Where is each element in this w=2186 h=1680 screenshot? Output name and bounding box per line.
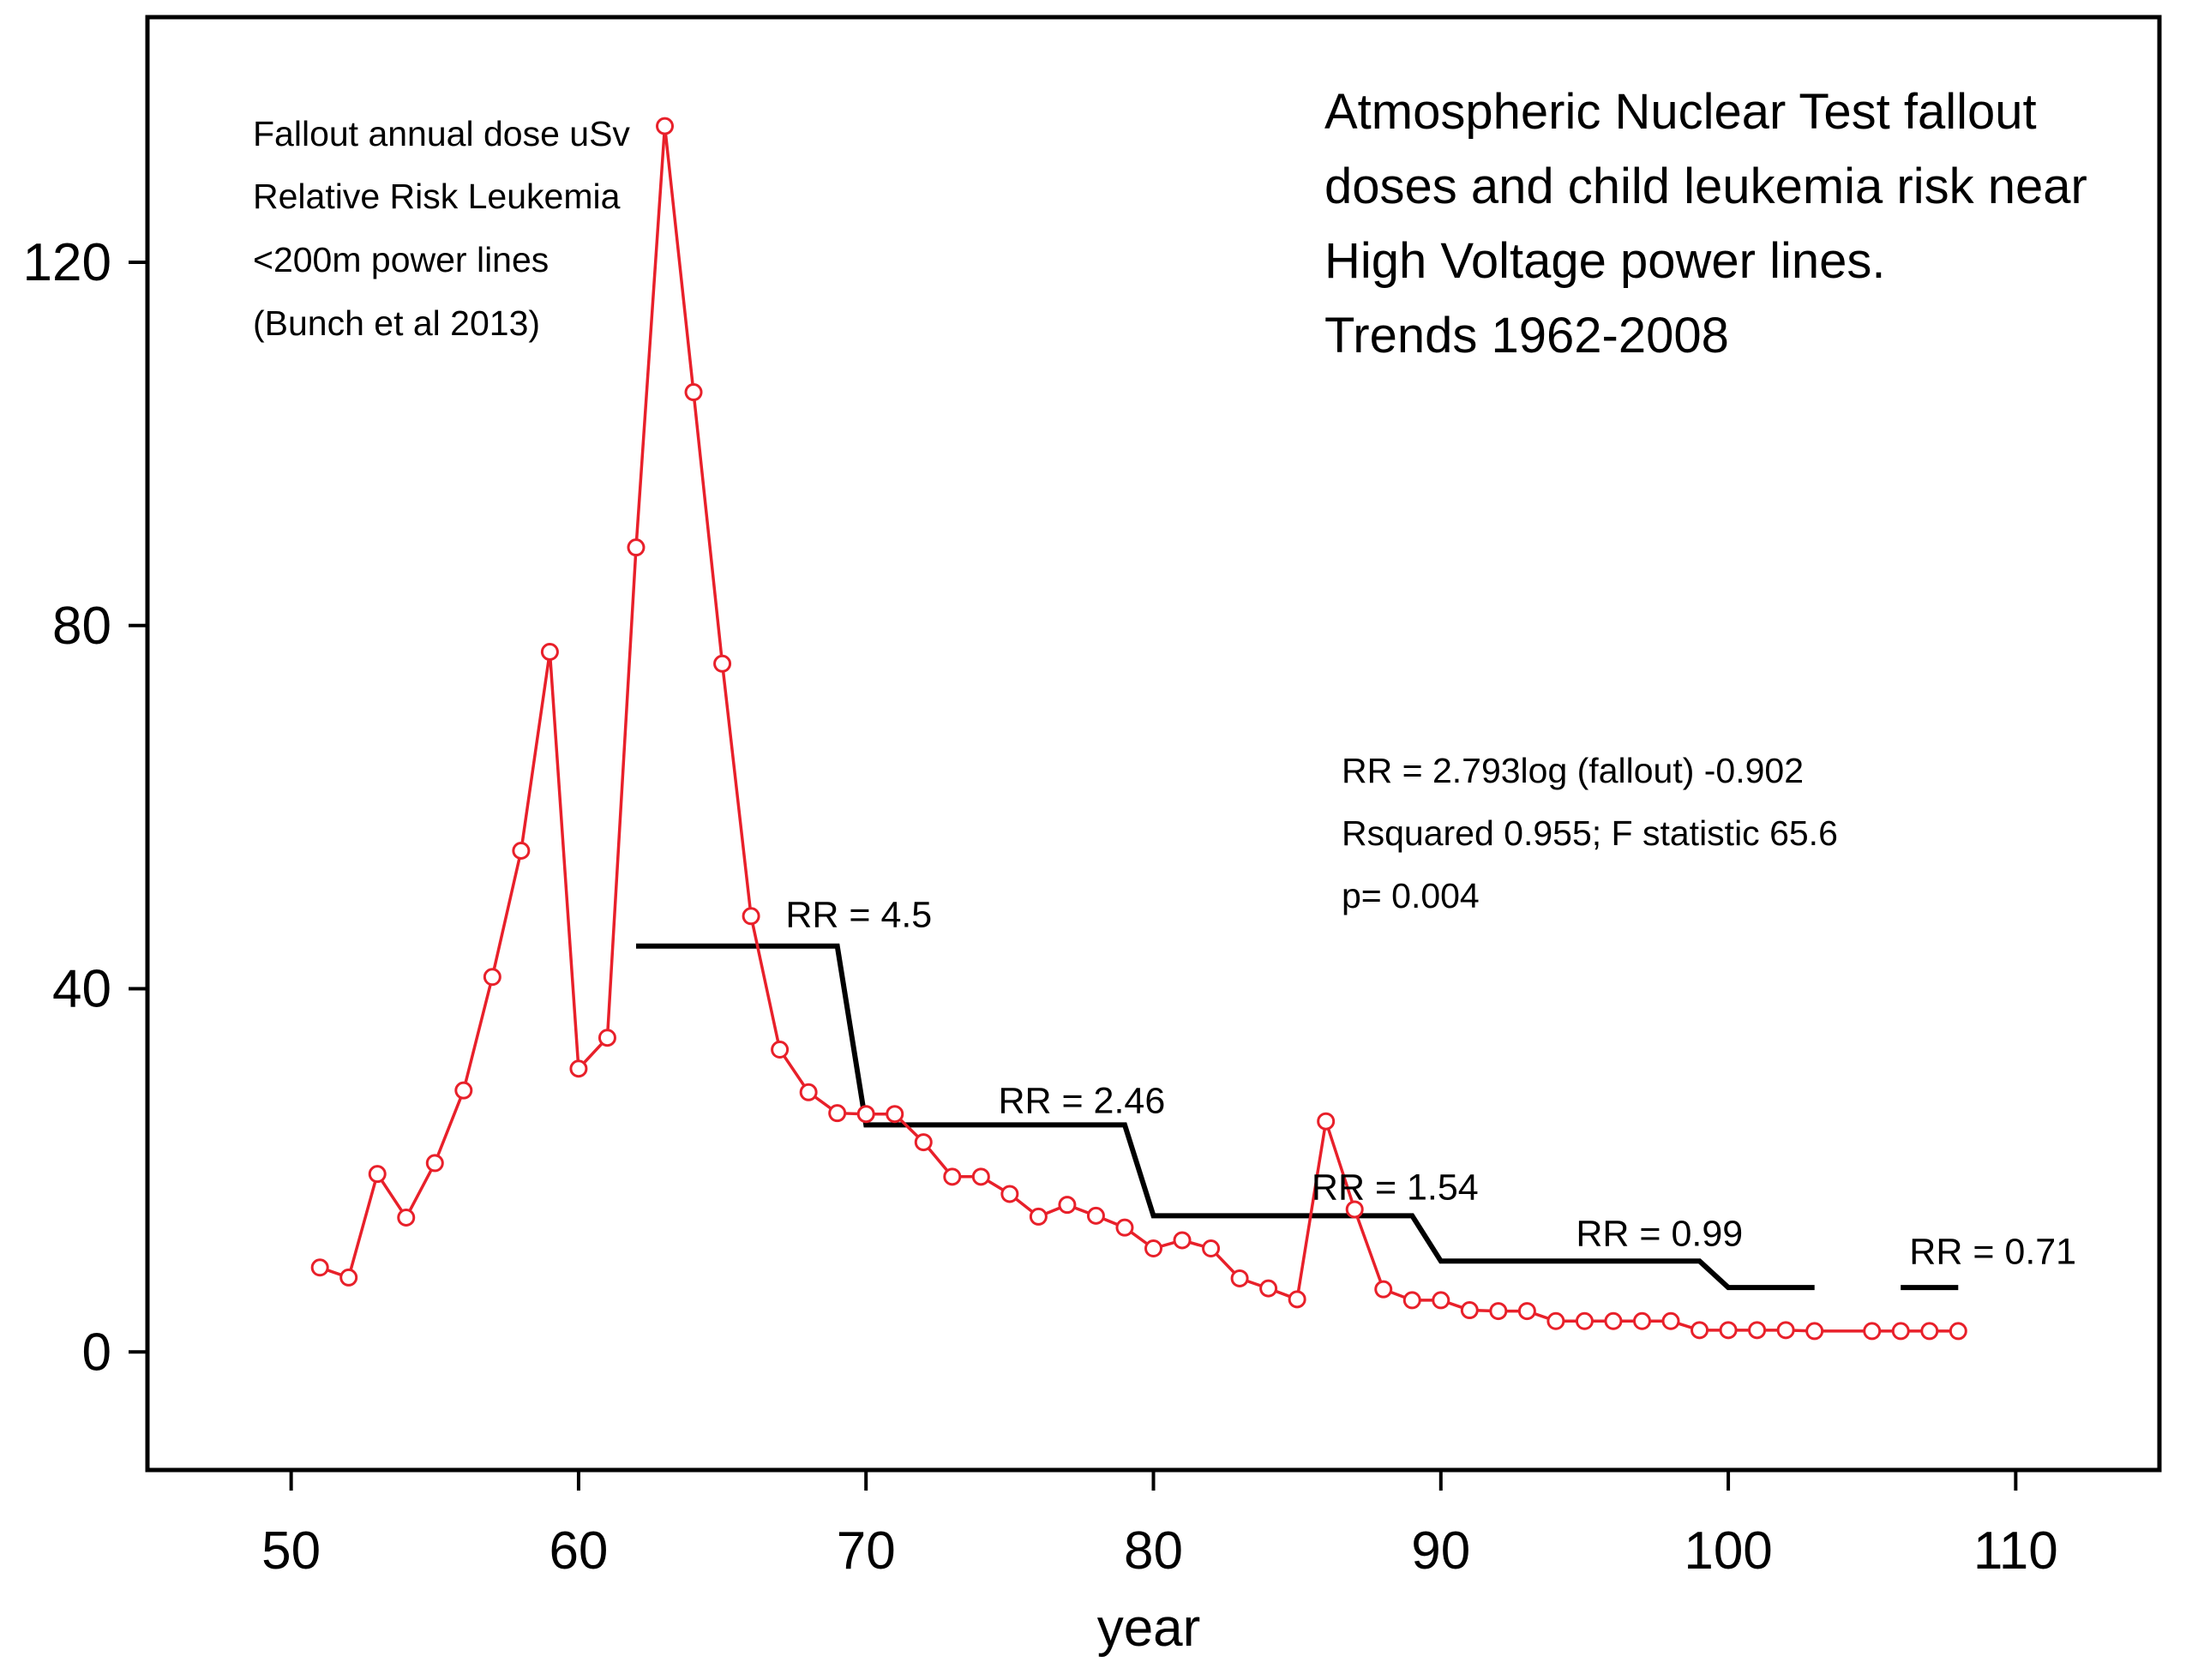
- fallout-point: [1058, 1196, 1077, 1215]
- fallout-point: [1460, 1301, 1479, 1320]
- fallout-point: [627, 538, 646, 557]
- fallout-point: [1546, 1311, 1565, 1330]
- fallout-point: [1432, 1291, 1450, 1310]
- y-tick-label: 40: [52, 960, 111, 1019]
- fallout-point: [310, 1258, 329, 1277]
- fallout-point: [1317, 1112, 1336, 1131]
- regression-equation: RR = 2.793log (fallout) -0.902: [1342, 751, 1804, 790]
- regression-rsquared: Rsquared 0.955; F statistic 65.6: [1342, 813, 1838, 853]
- fallout-point: [1863, 1322, 1882, 1341]
- fallout-point: [1288, 1290, 1306, 1309]
- fallout-point: [828, 1104, 847, 1123]
- rr-step-line: [636, 943, 1815, 1291]
- fallout-point: [1086, 1206, 1105, 1225]
- rr-annotation: RR = 4.5: [785, 894, 932, 935]
- fallout-point: [1345, 1200, 1364, 1219]
- rr-annotation: RR = 1.54: [1312, 1167, 1479, 1208]
- fallout-point: [1661, 1311, 1680, 1330]
- fallout-point: [684, 383, 703, 402]
- title-line-2: doses and child leukemia risk near: [1324, 159, 2087, 214]
- x-tick-label: 90: [1411, 1521, 1470, 1581]
- regression-pvalue: p= 0.004: [1342, 876, 1480, 915]
- fallout-point: [569, 1059, 588, 1078]
- y-tick-label: 0: [82, 1323, 111, 1382]
- legend-line-2: Relative Risk Leukemia: [253, 177, 621, 216]
- fallout-point: [914, 1133, 933, 1152]
- fallout-point: [339, 1268, 358, 1287]
- fallout-point: [1575, 1311, 1594, 1330]
- chart-title: Atmospheric Nuclear Test fallout doses a…: [1324, 84, 2087, 363]
- regression-stats: RR = 2.793log (fallout) -0.902 Rsquared …: [1342, 751, 1838, 915]
- x-axis-label: year: [1097, 1599, 1201, 1658]
- title-line-1: Atmospheric Nuclear Test fallout: [1324, 84, 2037, 140]
- x-tick-label: 110: [1973, 1521, 2058, 1581]
- fallout-point: [713, 654, 732, 673]
- fallout-point: [1920, 1322, 1939, 1341]
- legend-line-4: (Bunch et al 2013): [253, 303, 540, 343]
- fallout-point: [454, 1081, 473, 1100]
- fallout-point: [1230, 1269, 1249, 1287]
- fallout-point: [886, 1105, 904, 1124]
- fallout-point: [368, 1165, 387, 1184]
- fallout-point: [1402, 1291, 1421, 1310]
- fallout-point: [1891, 1322, 1910, 1341]
- fallout-point: [1748, 1321, 1767, 1340]
- fallout-point: [656, 117, 675, 135]
- x-tick-label: 80: [1124, 1521, 1183, 1581]
- fallout-point: [1517, 1302, 1536, 1321]
- annotation-layer: RR = 4.5 RR = 2.46 RR = 1.54 RR = 0.99 RR = …: [785, 894, 2076, 1272]
- fallout-point: [598, 1029, 616, 1047]
- legend-line-1: Fallout annual dose uSv: [253, 114, 630, 153]
- title-line-3: High Voltage power lines.: [1324, 233, 1886, 289]
- rr-annotation: RR = 0.99: [1576, 1213, 1743, 1254]
- fallout-point: [1632, 1311, 1651, 1330]
- y-tick-label: 80: [52, 597, 111, 656]
- fallout-point: [540, 643, 559, 662]
- legend-line-3: <200m power lines: [253, 240, 549, 279]
- fallout-point: [1719, 1321, 1738, 1340]
- fallout-point: [1115, 1218, 1134, 1237]
- fallout-point: [483, 968, 501, 987]
- fallout-point: [1259, 1279, 1278, 1298]
- y-tick-label: 120: [23, 233, 111, 292]
- fallout-point: [856, 1105, 875, 1124]
- fallout-point: [799, 1083, 818, 1101]
- fallout-point: [771, 1041, 790, 1059]
- fallout-point: [425, 1154, 444, 1173]
- fallout-line: [319, 125, 1959, 1333]
- x-tick-label: 100: [1684, 1521, 1772, 1581]
- fallout-point: [971, 1167, 990, 1186]
- fallout-point: [1691, 1321, 1709, 1340]
- y-axis: 0 40 80 120: [23, 233, 147, 1382]
- fallout-point: [1202, 1239, 1221, 1258]
- title-line-4: Trends 1962-2008: [1324, 308, 1729, 363]
- fallout-point: [1776, 1321, 1795, 1340]
- x-tick-label: 60: [549, 1521, 608, 1581]
- fallout-point: [1173, 1231, 1192, 1250]
- fallout-point: [1949, 1322, 1967, 1341]
- fallout-point: [943, 1167, 962, 1186]
- legend: Fallout annual dose uSv Relative Risk Le…: [253, 114, 630, 343]
- fallout-point: [1029, 1207, 1048, 1226]
- rr-annotation: RR = 2.46: [998, 1081, 1165, 1122]
- fallout-point: [1489, 1302, 1508, 1321]
- x-tick-label: 70: [837, 1521, 896, 1581]
- fallout-point: [1805, 1322, 1824, 1341]
- fallout-point: [1374, 1280, 1393, 1299]
- fallout-point: [1144, 1239, 1162, 1258]
- fallout-point: [397, 1208, 416, 1227]
- fallout-point: [512, 842, 531, 861]
- fallout-point: [742, 907, 760, 926]
- rr-annotation: RR = 0.71: [1909, 1232, 2076, 1273]
- x-tick-label: 50: [261, 1521, 321, 1581]
- x-axis: 50 60 70 80 90 100 110: [261, 1470, 2058, 1581]
- fallout-point: [1000, 1185, 1019, 1203]
- series-layer: [310, 117, 1967, 1341]
- fallout-point: [1604, 1311, 1623, 1330]
